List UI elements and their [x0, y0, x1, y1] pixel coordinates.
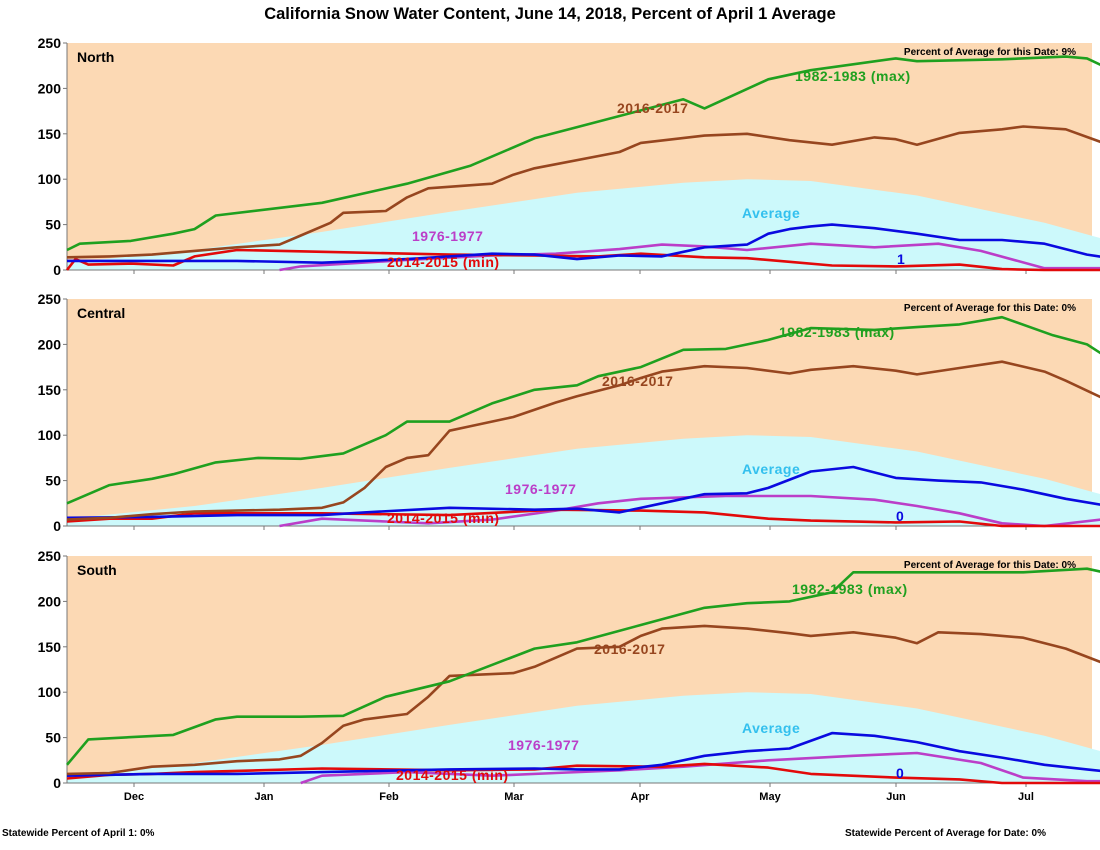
- y-tick-label: 50: [45, 217, 61, 233]
- series-label: 1976-1977: [505, 481, 576, 497]
- series-line-current: [66, 731, 1100, 777]
- series-label: Average: [742, 720, 800, 736]
- series-label: 2016-2017: [617, 100, 688, 116]
- y-tick-label: 200: [38, 593, 62, 609]
- series-label: 2014-2015 (min): [396, 767, 509, 783]
- y-tick-label: 200: [38, 80, 62, 96]
- series-line-current: [66, 465, 1100, 520]
- series-label: 1982-1983 (max): [795, 68, 911, 84]
- y-tick-label: 150: [38, 382, 62, 398]
- x-tick-label-jul: Jul: [1018, 791, 1034, 803]
- series-label: 2014-2015 (min): [387, 510, 500, 526]
- series-label: Average: [742, 205, 800, 221]
- series-line-max-1982-1983: [66, 567, 1100, 766]
- series-label: 1976-1977: [412, 228, 483, 244]
- x-tick-label-dec: Dec: [124, 791, 144, 803]
- panel-title: Central: [77, 305, 125, 321]
- series-label: 1982-1983 (max): [792, 581, 908, 597]
- y-tick-label: 250: [38, 291, 62, 307]
- footer-left-text: Statewide Percent of April 1: 0%: [2, 828, 155, 839]
- panel-percent-note: Percent of Average for this Date: 9%: [904, 47, 1076, 58]
- chart-title: California Snow Water Content, June 14, …: [264, 5, 836, 23]
- series-line-current: [67, 223, 1100, 264]
- series-label: 2016-2017: [602, 373, 673, 389]
- x-tick-label-may: May: [759, 791, 781, 803]
- current-value-label: 1: [897, 251, 905, 267]
- y-tick-label: 250: [38, 35, 62, 51]
- series-label: 2016-2017: [594, 641, 665, 657]
- series-line-wy-1976-1977: [300, 751, 1100, 785]
- y-tick-label: 250: [38, 548, 62, 564]
- panel-percent-note: Percent of Average for this Date: 0%: [904, 303, 1076, 314]
- panel-percent-note: Percent of Average for this Date: 0%: [904, 560, 1076, 571]
- series-line-max-1982-1983: [66, 315, 1100, 505]
- current-value-label: 0: [896, 508, 904, 524]
- current-value-label: 0: [896, 765, 904, 781]
- panel-south: 0 50 100 150 200 250 Dec Jan Feb Mar Apr May Jun Jul S…: [38, 548, 1100, 803]
- panel-north: 0 50 100 150 200 250 North Percent of Average f…: [38, 35, 1100, 278]
- x-tick-label-jun: Jun: [886, 791, 906, 803]
- series-label: 2014-2015 (min): [387, 254, 500, 270]
- y-tick-label: 150: [38, 126, 62, 142]
- x-tick-label-jan: Jan: [255, 791, 274, 803]
- y-tick-label: 150: [38, 639, 62, 655]
- y-tick-label: 0: [53, 775, 61, 791]
- series-line-wy-1976-1977: [279, 242, 1100, 272]
- footer-right-text: Statewide Percent of Average for Date: 0…: [845, 828, 1046, 839]
- y-tick-label: 100: [38, 427, 62, 443]
- series-line-wy-2016-2017: [66, 624, 1100, 776]
- average-area: [67, 692, 1100, 783]
- series-line-wy-2016-2017: [66, 125, 1100, 259]
- y-tick-label: 200: [38, 336, 62, 352]
- series-line-wy-2016-2017: [66, 360, 1100, 521]
- y-tick-label: 100: [38, 171, 62, 187]
- x-tick-label-apr: Apr: [631, 791, 651, 803]
- y-tick-label: 100: [38, 684, 62, 700]
- series-label: 1976-1977: [508, 737, 579, 753]
- panel-title: South: [77, 562, 117, 578]
- series-label: 1982-1983 (max): [779, 324, 895, 340]
- average-area: [67, 435, 1100, 526]
- y-tick-label: 0: [53, 262, 61, 278]
- series-line-max-1982-1983: [66, 55, 1100, 252]
- y-tick-label: 0: [53, 518, 61, 534]
- average-area: [67, 179, 1100, 270]
- panel-central: 0 50 100 150 200 250 Central Percent of Average…: [38, 291, 1100, 534]
- y-tick-label: 50: [45, 473, 61, 489]
- x-tick-label-feb: Feb: [379, 791, 399, 803]
- x-tick-label-mar: Mar: [504, 791, 524, 803]
- series-label: Average: [742, 461, 800, 477]
- panel-title: North: [77, 49, 114, 65]
- y-tick-label: 50: [45, 730, 61, 746]
